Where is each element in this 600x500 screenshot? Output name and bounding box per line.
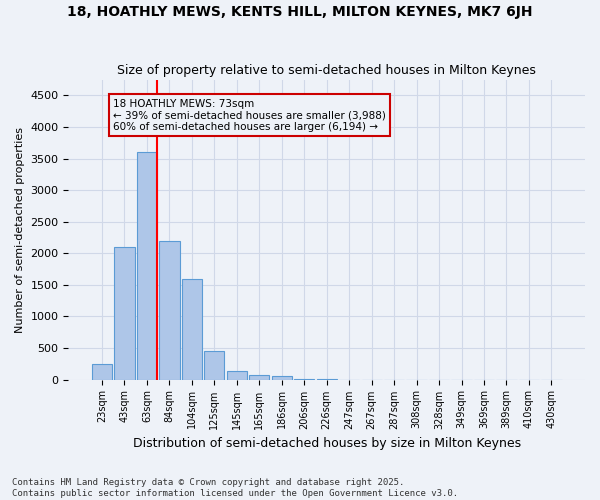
Bar bbox=[204, 351, 224, 380]
Text: 18, HOATHLY MEWS, KENTS HILL, MILTON KEYNES, MK7 6JH: 18, HOATHLY MEWS, KENTS HILL, MILTON KEY… bbox=[67, 5, 533, 19]
Bar bbox=[227, 372, 247, 380]
Bar bbox=[137, 152, 157, 380]
X-axis label: Distribution of semi-detached houses by size in Milton Keynes: Distribution of semi-detached houses by … bbox=[133, 437, 521, 450]
Bar bbox=[272, 376, 292, 380]
Text: Contains HM Land Registry data © Crown copyright and database right 2025.
Contai: Contains HM Land Registry data © Crown c… bbox=[12, 478, 458, 498]
Y-axis label: Number of semi-detached properties: Number of semi-detached properties bbox=[15, 126, 25, 332]
Text: 18 HOATHLY MEWS: 73sqm
← 39% of semi-detached houses are smaller (3,988)
60% of : 18 HOATHLY MEWS: 73sqm ← 39% of semi-det… bbox=[113, 98, 386, 132]
Bar bbox=[249, 375, 269, 380]
Bar bbox=[115, 247, 134, 380]
Bar bbox=[182, 278, 202, 380]
Bar bbox=[92, 364, 112, 380]
Title: Size of property relative to semi-detached houses in Milton Keynes: Size of property relative to semi-detach… bbox=[117, 64, 536, 77]
Bar bbox=[159, 240, 179, 380]
